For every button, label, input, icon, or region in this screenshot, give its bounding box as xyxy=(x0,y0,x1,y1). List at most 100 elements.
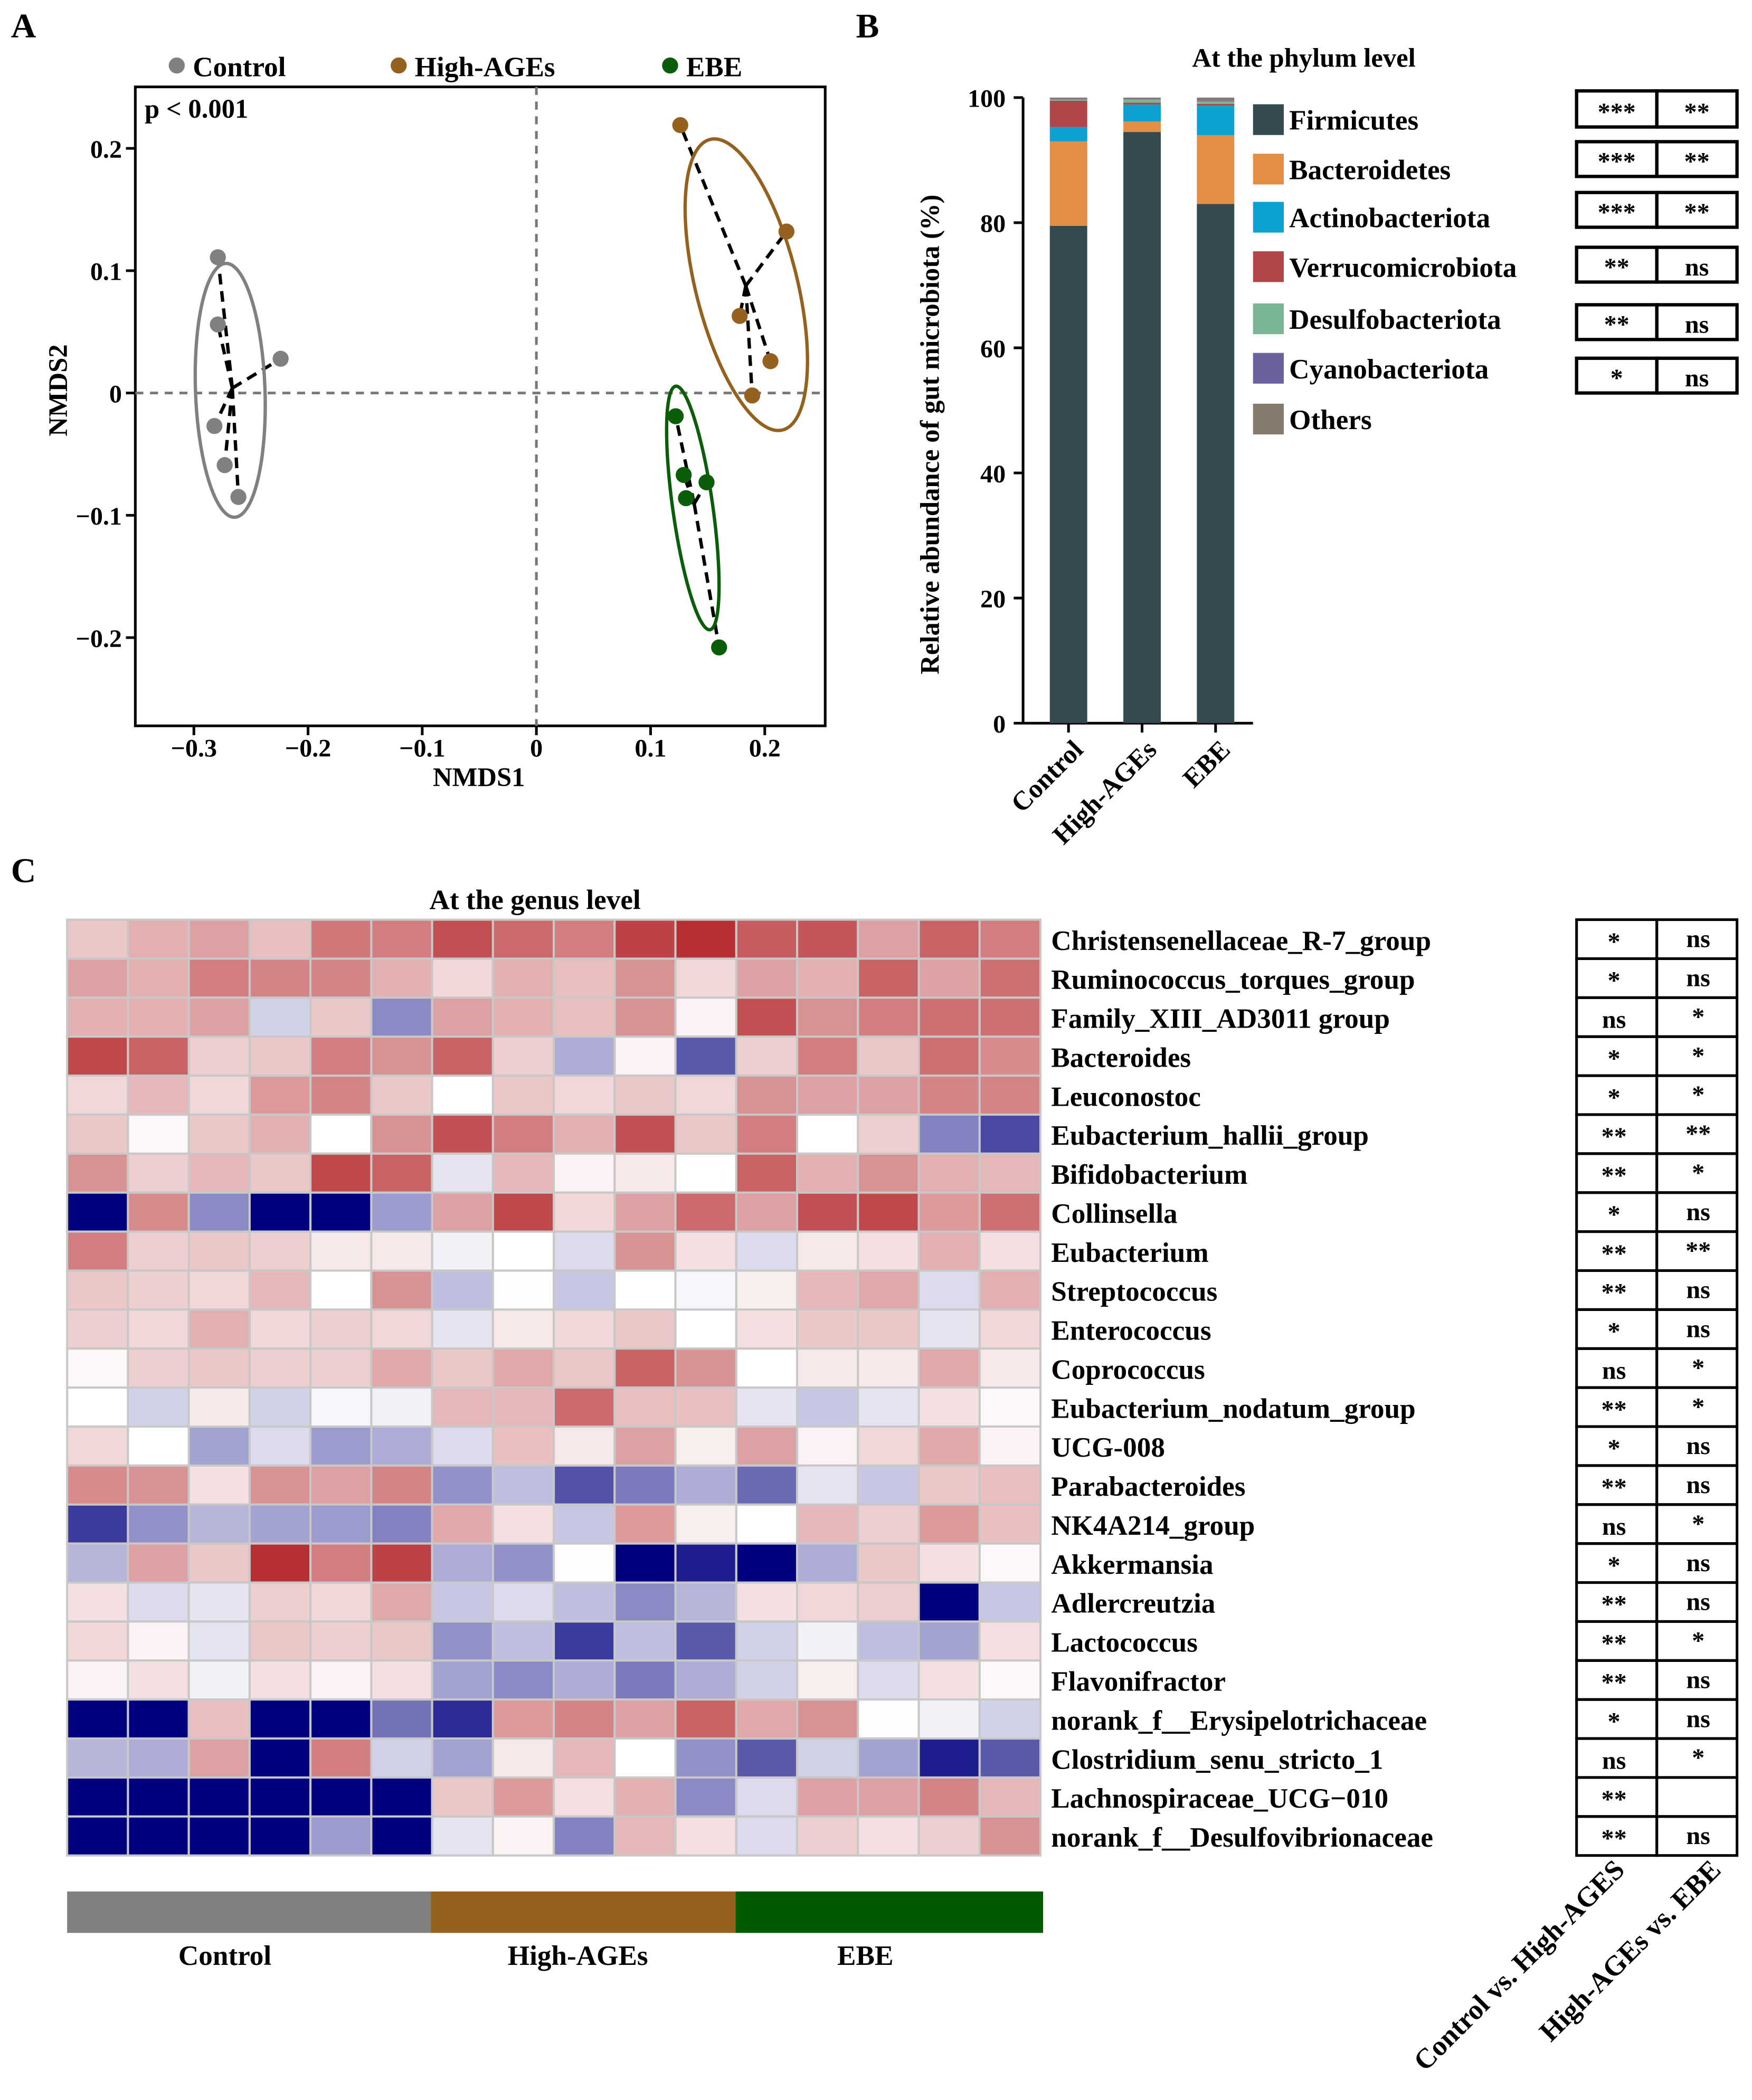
significance-label: * xyxy=(1608,1201,1621,1229)
heatmap-cell xyxy=(127,1815,190,1857)
significance-label: ns xyxy=(1686,1315,1710,1343)
centroid-spoke xyxy=(692,503,721,648)
genus-label: Family_XIII_AD3011 group xyxy=(1051,1003,1390,1034)
significance-label: * xyxy=(1692,1510,1704,1538)
heatmap-cell xyxy=(187,996,251,1038)
heatmap-cell xyxy=(370,918,433,960)
bar-segment-others xyxy=(1123,97,1161,99)
data-point xyxy=(762,353,779,369)
bar-segment-bacteroidetes xyxy=(1049,141,1087,226)
heatmap-cell xyxy=(735,1035,799,1077)
heatmap-cell xyxy=(796,1776,859,1818)
heatmap-cell xyxy=(491,1620,555,1662)
heatmap-cell xyxy=(917,996,981,1038)
legend-label: Others xyxy=(1289,404,1372,435)
heatmap-cell xyxy=(796,1152,859,1194)
significance-label: ** xyxy=(1602,1162,1627,1190)
significance-label: ns xyxy=(1686,1198,1710,1226)
heatmap-cell xyxy=(248,918,312,960)
significance-label: ** xyxy=(1602,1669,1627,1697)
bar-segment-desulfobacteriota xyxy=(1123,99,1161,103)
genus-label: Lachnospiraceae_UCG−010 xyxy=(1051,1783,1388,1814)
genus-label: Clostridium_senu_stricto_1 xyxy=(1051,1744,1383,1775)
heatmap-cell xyxy=(917,1464,981,1506)
heatmap-cell xyxy=(370,1075,433,1116)
group-bar-control xyxy=(67,1891,431,1933)
heatmap-cell xyxy=(613,996,677,1038)
significance-label: * xyxy=(1692,1081,1704,1109)
genus-label: Enterococcus xyxy=(1051,1315,1211,1346)
genus-label: Akkermansia xyxy=(1051,1549,1213,1580)
heatmap-cell xyxy=(917,1113,981,1155)
heatmap-cell xyxy=(491,1308,555,1350)
significance-label: ** xyxy=(1602,1785,1627,1813)
heatmap-cell xyxy=(735,1620,799,1662)
heatmap-cell xyxy=(127,957,190,999)
data-point xyxy=(210,316,226,333)
heatmap-cell xyxy=(127,1698,190,1740)
heatmap-cell xyxy=(431,1815,494,1857)
heatmap-cell xyxy=(553,1035,616,1077)
heatmap-cell xyxy=(127,1152,190,1194)
heatmap-cell xyxy=(127,1464,190,1506)
heatmap-cell xyxy=(857,1191,920,1233)
heatmap-cell xyxy=(127,1659,190,1701)
heatmap-cell xyxy=(613,1191,677,1233)
x-tick-label: −0.3 xyxy=(171,735,217,763)
heatmap-cell xyxy=(553,996,616,1038)
heatmap-cell xyxy=(431,1230,494,1272)
heatmap-cell xyxy=(796,1581,859,1623)
y-tick-label: 20 xyxy=(980,585,1006,613)
heatmap-cell xyxy=(370,1698,433,1740)
heatmap-cell xyxy=(66,1113,129,1155)
significance-label: * xyxy=(1608,967,1621,995)
heatmap-cell xyxy=(491,1542,555,1584)
significance-label: * xyxy=(1692,1159,1704,1187)
heatmap-cell xyxy=(553,1425,616,1467)
heatmap-cell xyxy=(917,1815,981,1857)
heatmap-cell xyxy=(796,1230,859,1272)
heatmap-cell xyxy=(917,1191,981,1233)
heatmap-cell xyxy=(553,1269,616,1311)
heatmap-cell xyxy=(248,996,312,1038)
significance-label: * xyxy=(1692,1393,1704,1421)
heatmap-cell xyxy=(431,1035,494,1077)
heatmap-cell xyxy=(309,957,373,999)
heatmap-cell xyxy=(735,1815,799,1857)
significance-cell xyxy=(1655,1815,1739,1857)
heatmap-cell xyxy=(674,1698,737,1740)
heatmap-cell xyxy=(431,1503,494,1545)
heatmap-cell xyxy=(370,957,433,999)
bar-segment-others xyxy=(1197,97,1235,101)
heatmap-cell xyxy=(978,1464,1042,1506)
heatmap-cell xyxy=(674,1191,737,1233)
heatmap-row xyxy=(66,918,1042,960)
heatmap-cell xyxy=(978,1191,1042,1233)
heatmap-cell xyxy=(978,996,1042,1038)
heatmap-cell xyxy=(248,1386,312,1428)
heatmap-cell xyxy=(127,1581,190,1623)
heatmap-cell xyxy=(491,1464,555,1506)
heatmap-cell xyxy=(248,1152,312,1194)
heatmap-cell xyxy=(735,996,799,1038)
heatmap-cell xyxy=(978,1815,1042,1857)
legend-label: Bacteroidetes xyxy=(1289,154,1451,185)
heatmap-cell xyxy=(309,1269,373,1311)
heatmap-cell xyxy=(248,1191,312,1233)
heatmap-cell xyxy=(978,1386,1042,1428)
heatmap-cell xyxy=(796,1698,859,1740)
significance-cell xyxy=(1655,245,1739,284)
heatmap-cell xyxy=(796,918,859,960)
heatmap-cell xyxy=(248,1113,312,1155)
heatmap-cell xyxy=(127,1191,190,1233)
heatmap-cell xyxy=(248,1075,312,1116)
phylum-bar-chart: At the phylum level Relative abundance o… xyxy=(915,43,1739,850)
legend-label: Control xyxy=(193,51,286,82)
heatmap-cell xyxy=(66,1776,129,1818)
significance-label: ** xyxy=(1602,1591,1627,1619)
y-tick-label: 0 xyxy=(109,380,122,408)
heatmap-cell xyxy=(613,1581,677,1623)
heatmap-cell xyxy=(553,1659,616,1701)
significance-label: ** xyxy=(1602,1123,1627,1151)
heatmap-cell xyxy=(370,1035,433,1077)
